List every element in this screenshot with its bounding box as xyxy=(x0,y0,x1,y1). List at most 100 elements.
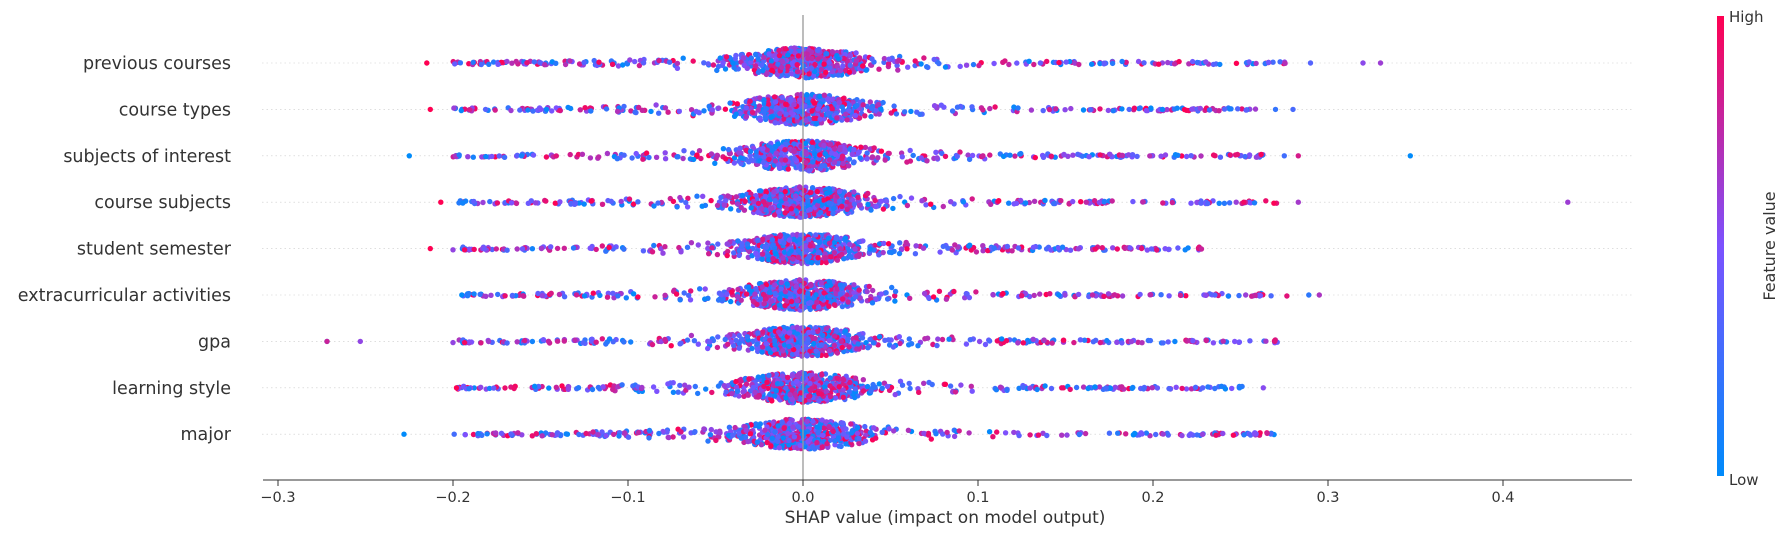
shap-point xyxy=(795,344,801,350)
shap-point xyxy=(618,198,624,205)
shap-point xyxy=(1075,246,1082,252)
shap-point xyxy=(776,47,782,54)
shap-point xyxy=(806,168,812,174)
shap-point xyxy=(816,198,822,204)
shap-point xyxy=(1166,246,1172,252)
shap-point xyxy=(794,351,800,357)
shap-point xyxy=(910,152,916,159)
shap-point xyxy=(759,256,765,262)
shap-point xyxy=(739,192,746,199)
shap-point xyxy=(885,241,892,247)
shap-point xyxy=(1407,153,1414,159)
shap-point xyxy=(782,196,789,202)
shap-point xyxy=(806,71,812,77)
shap-point xyxy=(1078,199,1084,205)
shap-point xyxy=(783,111,789,117)
shap-point xyxy=(770,242,776,248)
shap-point xyxy=(438,199,444,205)
shap-point xyxy=(872,197,878,204)
shap-point xyxy=(839,303,846,310)
shap-point xyxy=(1148,292,1154,298)
shap-point xyxy=(809,185,816,191)
shap-point xyxy=(846,163,852,169)
shap-point xyxy=(621,246,627,252)
shap-point xyxy=(758,62,765,68)
shap-point xyxy=(581,293,588,299)
shap-point xyxy=(857,155,863,161)
shap-point xyxy=(797,236,803,243)
shap-point xyxy=(1316,292,1323,298)
shap-point xyxy=(966,156,973,163)
shap-point xyxy=(1119,152,1126,159)
shap-point xyxy=(814,260,821,266)
shap-point xyxy=(1253,154,1260,160)
shap-point xyxy=(933,149,939,155)
shap-point xyxy=(721,202,727,208)
shap-point xyxy=(1110,245,1116,251)
shap-point xyxy=(466,107,473,113)
shap-point xyxy=(720,60,726,66)
shap-point xyxy=(1007,152,1013,158)
shap-point xyxy=(1166,293,1172,299)
shap-point xyxy=(772,158,779,164)
shap-point xyxy=(588,198,594,204)
shap-point xyxy=(934,155,940,161)
shap-point xyxy=(1127,245,1133,251)
shap-point xyxy=(1198,200,1204,206)
shap-point xyxy=(811,100,818,106)
shap-point xyxy=(817,93,823,100)
shap-point xyxy=(869,154,876,160)
shap-point xyxy=(782,303,788,309)
shap-point xyxy=(1239,106,1245,112)
shap-point xyxy=(895,67,901,73)
shap-point xyxy=(739,243,745,249)
shap-point xyxy=(954,104,961,110)
shap-point xyxy=(587,155,594,161)
shap-point xyxy=(746,248,753,255)
shap-point xyxy=(742,198,748,204)
shap-point xyxy=(662,105,669,111)
shap-point xyxy=(794,69,801,75)
shap-point xyxy=(973,249,980,255)
shap-point xyxy=(792,193,799,199)
shap-point xyxy=(1217,61,1223,68)
shap-point xyxy=(1019,293,1025,299)
shap-point xyxy=(821,92,828,98)
shap-point xyxy=(987,105,993,112)
shap-point xyxy=(465,154,471,160)
shap-point xyxy=(629,155,635,161)
shap-point xyxy=(606,244,612,251)
shap-point xyxy=(688,240,695,246)
shap-point xyxy=(829,96,835,103)
shap-point xyxy=(773,56,779,62)
shap-point xyxy=(876,334,883,340)
shap-point xyxy=(751,198,757,204)
shap-point xyxy=(901,109,908,115)
shap-point xyxy=(1306,292,1312,298)
shap-point xyxy=(847,53,853,59)
shap-point xyxy=(788,298,795,305)
shap-point xyxy=(1125,152,1132,158)
shap-point xyxy=(773,150,780,156)
shap-point xyxy=(653,154,660,160)
shap-point xyxy=(924,158,930,164)
shap-point xyxy=(424,60,430,66)
shap-point xyxy=(834,257,841,263)
shap-point xyxy=(783,101,789,107)
shap-point xyxy=(803,243,809,249)
shap-point xyxy=(826,200,832,206)
shap-point xyxy=(570,245,577,251)
shap-point xyxy=(460,200,466,206)
shap-point xyxy=(674,154,680,160)
shap-point xyxy=(1258,151,1264,158)
shap-point xyxy=(538,106,544,113)
shap-point xyxy=(818,66,825,73)
shap-point xyxy=(714,251,721,258)
shap-point xyxy=(702,286,708,292)
shap-point xyxy=(870,287,876,294)
shap-point xyxy=(1076,61,1082,68)
shap-point xyxy=(896,57,902,63)
shap-point xyxy=(837,68,844,74)
shap-point xyxy=(1268,293,1274,299)
shap-point xyxy=(747,148,754,155)
